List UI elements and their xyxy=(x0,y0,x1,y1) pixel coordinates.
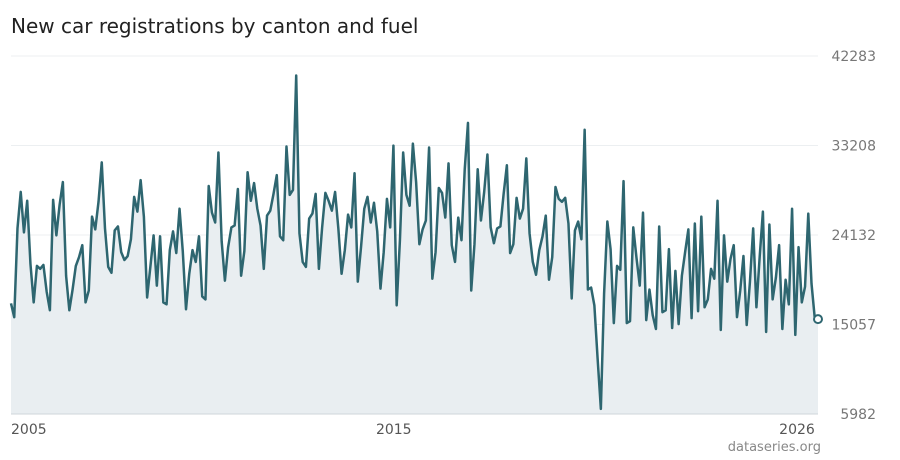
y-tick-label: 5982 xyxy=(840,407,876,423)
x-tick-label: 2026 xyxy=(779,422,815,438)
x-axis-ticks: 2005 2015 2026 xyxy=(11,422,815,438)
chart-title: New car registrations by canton and fuel xyxy=(11,14,419,38)
y-axis-ticks: 5982 15057 24132 33208 42283 xyxy=(831,49,876,423)
y-tick-label: 33208 xyxy=(831,138,876,154)
series-end-point xyxy=(813,314,823,325)
y-tick-label: 42283 xyxy=(831,49,876,65)
series-line xyxy=(9,74,819,411)
x-tick-label: 2015 xyxy=(376,422,412,438)
x-tick-label: 2005 xyxy=(11,422,47,438)
y-tick-label: 15057 xyxy=(831,318,876,334)
source-credit: dataseries.org xyxy=(727,440,821,455)
series-area-fill xyxy=(11,75,818,414)
y-tick-label: 24132 xyxy=(831,228,876,244)
